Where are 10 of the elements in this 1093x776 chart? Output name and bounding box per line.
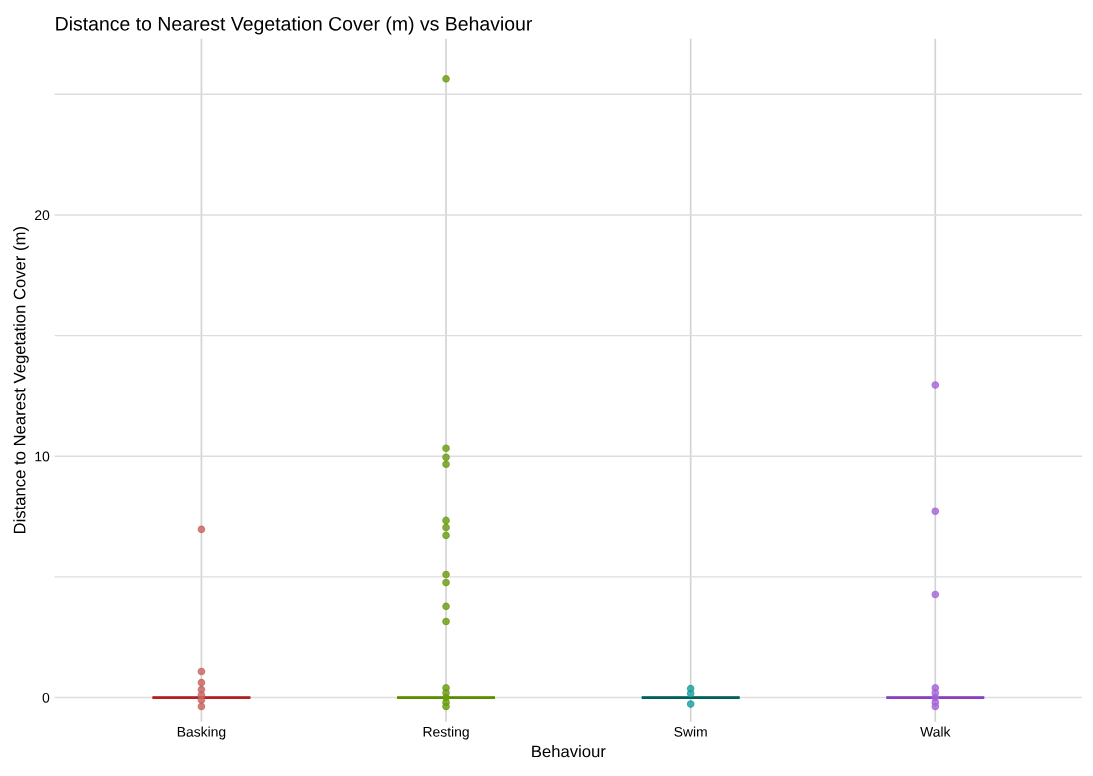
x-tick-label: Swim xyxy=(674,726,707,737)
x-tick-label: Resting xyxy=(423,726,469,740)
x-tick-label: Basking xyxy=(177,726,226,740)
x-axis-title: Behaviour xyxy=(532,745,606,758)
y-tick-label: 10 xyxy=(35,451,50,462)
x-tick-label: Walk xyxy=(920,726,951,737)
y-tick-label: 0 xyxy=(42,692,50,703)
y-tick-label: 20 xyxy=(35,210,50,221)
y-axis-title: Distance to Nearest Vegetation Cover (m) xyxy=(13,227,29,534)
chart-title: Distance to Nearest Vegetation Cover (m) vs Behaviour xyxy=(56,16,533,35)
